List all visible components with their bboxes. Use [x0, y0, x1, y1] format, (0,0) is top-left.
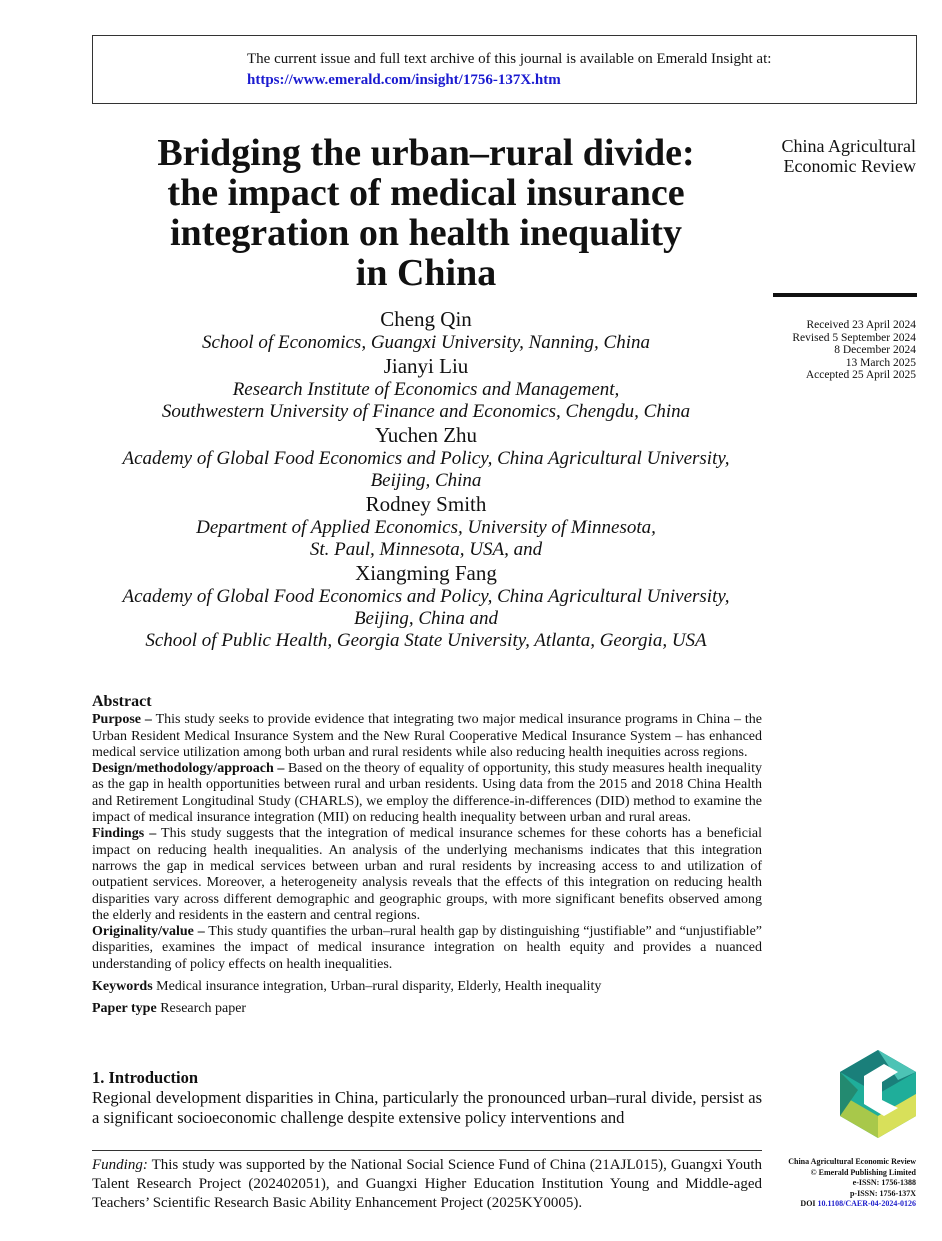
date-line: Accepted 25 April 2025: [805, 369, 916, 381]
footnote-text: This study was supported by the National…: [92, 1157, 762, 1211]
journal-notice-box: The current issue and full text archive …: [92, 35, 917, 104]
author-name: Rodney Smith: [365, 492, 487, 516]
date-line: Revised 5 September 2024: [792, 331, 916, 344]
author-list: Cheng Qin School of Economics, Guangxi U…: [92, 307, 760, 652]
section-label: Purpose –: [92, 712, 152, 728]
paper-title: Bridging the urban–rural divide: the imp…: [92, 133, 760, 293]
abstract-originality: Originality/value – This study quantifie…: [92, 924, 762, 973]
footnote-label: Funding:: [92, 1157, 148, 1173]
affiliation: Department of Applied Economics, Univers…: [196, 517, 656, 538]
journal-logo-icon: [840, 1050, 916, 1138]
section-label: Findings –: [92, 826, 157, 842]
publisher-journal: China Agricultural Economic Review: [788, 1157, 916, 1166]
abstract-design: Design/methodology/approach – Based on t…: [92, 761, 762, 826]
doi-label: DOI: [800, 1199, 818, 1208]
title-line: integration on health inequality: [170, 212, 682, 254]
journal-line: Economic Review: [783, 156, 916, 176]
abstract-findings: Findings – This study suggests that the …: [92, 826, 762, 924]
affiliation: Research Institute of Economics and Mana…: [232, 379, 620, 400]
intro-text: Regional development disparities in Chin…: [92, 1088, 762, 1127]
author-name: Cheng Qin: [380, 307, 472, 331]
doi: DOI 10.1108/CAER-04-2024-0126: [788, 1199, 916, 1210]
pissn: p-ISSN: 1756-137X: [849, 1188, 916, 1198]
title-line: the impact of medical insurance: [167, 172, 685, 214]
paper-type-label: Paper type: [92, 1001, 157, 1017]
notice-text: The current issue and full text archive …: [247, 51, 772, 67]
date-line: 13 March 2025: [845, 356, 916, 369]
keywords-label: Keywords: [92, 979, 153, 995]
author-name: Yuchen Zhu: [374, 423, 478, 447]
history-dates: Received 23 April 2024 Revised 5 Septemb…: [792, 319, 916, 382]
affiliation: Beijing, China: [370, 470, 482, 491]
section-text: Based on the theory of equality of oppor…: [92, 761, 762, 826]
date-line: 8 December 2024: [834, 344, 916, 356]
abstract: Abstract Purpose – This study seeks to p…: [92, 693, 762, 1018]
doi-link[interactable]: 10.1108/CAER-04-2024-0126: [817, 1199, 916, 1208]
paper-type-text: Research paper: [156, 1001, 247, 1017]
paper-type: Paper type Research paper: [92, 1001, 762, 1017]
affiliation: Beijing, China and: [353, 608, 499, 629]
abstract-purpose: Purpose – This study seeks to provide ev…: [92, 712, 762, 761]
keywords: Keywords Medical insurance integration, …: [92, 979, 762, 995]
journal-link[interactable]: https://www.emerald.com/insight/1756-137…: [247, 72, 561, 88]
abstract-heading: Abstract: [92, 693, 152, 710]
section-label: Originality/value –: [92, 924, 205, 940]
author-name: Jianyi Liu: [383, 354, 469, 378]
intro-heading: 1. Introduction: [92, 1068, 199, 1087]
funding-footnote: Funding: This study was supported by the…: [92, 1156, 762, 1213]
section-text: This study suggests that the integration…: [92, 826, 763, 923]
section-label: Design/methodology/approach –: [92, 761, 285, 777]
affiliation: School of Economics, Guangxi University,…: [201, 332, 651, 353]
section-text: This study seeks to provide evidence tha…: [92, 712, 763, 760]
affiliation: Southwestern University of Finance and E…: [161, 401, 691, 422]
affiliation: St. Paul, Minnesota, USA, and: [309, 539, 543, 560]
divider: [773, 293, 917, 297]
introduction: 1. Introduction Regional development dis…: [92, 1068, 762, 1128]
author-name: Xiangming Fang: [355, 561, 497, 585]
date-line: Received 23 April 2024: [806, 319, 916, 331]
title-line: Bridging the urban–rural divide:: [157, 132, 695, 174]
affiliation: Academy of Global Food Economics and Pol…: [122, 448, 730, 469]
copyright: © Emerald Publishing Limited: [810, 1167, 916, 1177]
journal-name: China Agricultural Economic Review: [782, 136, 916, 176]
footnote-divider: [92, 1150, 762, 1151]
affiliation: Academy of Global Food Economics and Pol…: [122, 586, 730, 607]
affiliation: School of Public Health, Georgia State U…: [145, 630, 707, 651]
eissn: e-ISSN: 1756-1388: [852, 1178, 916, 1187]
journal-line: China Agricultural: [781, 136, 916, 156]
section-text: This study quantifies the urban–rural he…: [92, 924, 762, 972]
publisher-info: China Agricultural Economic Review © Eme…: [788, 1157, 916, 1210]
keywords-text: Medical insurance integration, Urban–rur…: [152, 979, 602, 995]
title-line: in China: [355, 252, 497, 294]
